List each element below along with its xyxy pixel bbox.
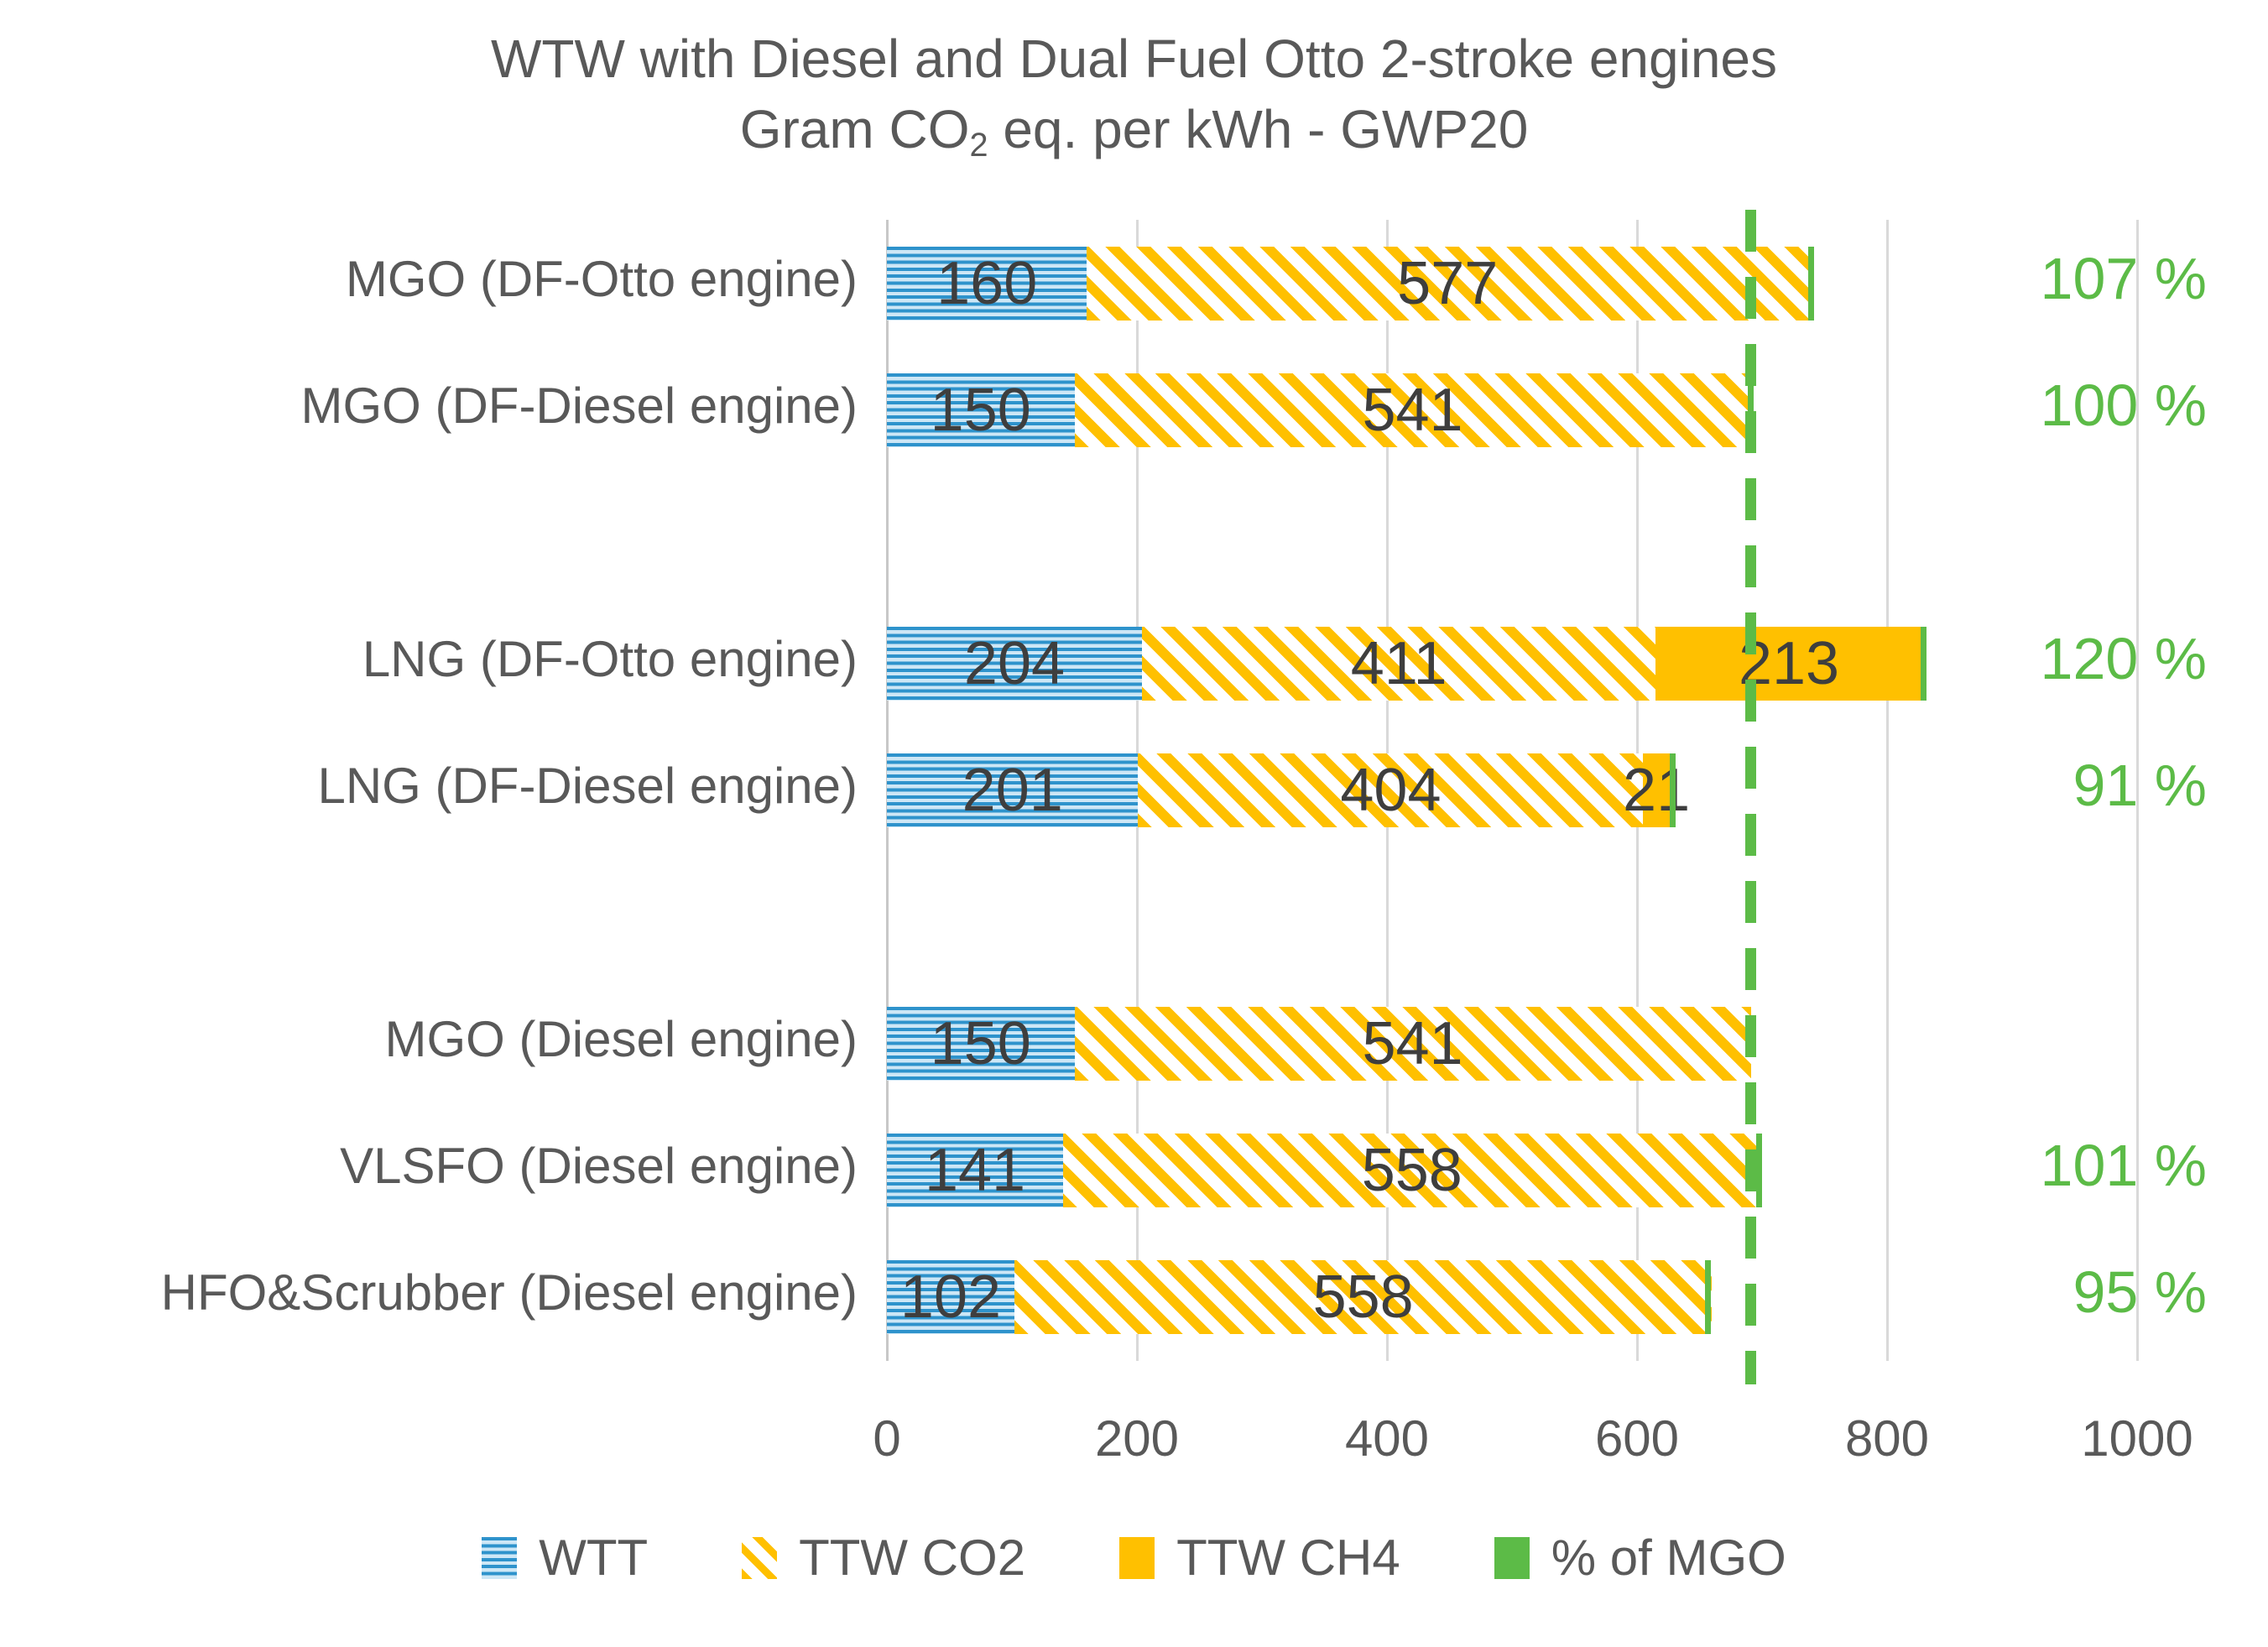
pct-of-mgo-marker bbox=[1921, 626, 1926, 701]
bar-segment-ttw-ch4: 21 bbox=[1623, 753, 1690, 827]
gridline-x-1000 bbox=[2135, 220, 2139, 1361]
pct-of-mgo-label: 107 % bbox=[2040, 245, 2207, 311]
legend-swatch-ch4-icon bbox=[1119, 1536, 1155, 1579]
x-axis-tick-label-0: 0 bbox=[873, 1410, 901, 1467]
bar-segment-wtt: 160 bbox=[887, 246, 1087, 321]
pct-of-mgo-marker bbox=[1670, 753, 1676, 827]
chart-title: WTW with Diesel and Dual Fuel Otto 2-str… bbox=[0, 23, 2268, 168]
legend-label: TTW CH4 bbox=[1176, 1530, 1400, 1586]
subscript-2: 2 bbox=[969, 127, 988, 164]
legend-item-wtt: WTT bbox=[482, 1529, 648, 1587]
bar-segment-ttw-co2: 404 bbox=[1138, 753, 1644, 827]
bar-segment-ttw-ch4: 213 bbox=[1655, 626, 1922, 701]
legend-item-co2: TTW CO2 bbox=[742, 1529, 1025, 1587]
category-label: HFO&Scrubber (Diesel engine) bbox=[160, 1264, 858, 1321]
gridline-x-800 bbox=[1885, 220, 1889, 1361]
bar-segment-ttw-co2: 558 bbox=[1014, 1260, 1713, 1335]
bar-segment-ttw-co2: 541 bbox=[1074, 1007, 1751, 1081]
bar-segment-wtt: 150 bbox=[887, 1007, 1075, 1081]
category-label: MGO (DF-Diesel engine) bbox=[300, 377, 858, 434]
x-axis-tick-label-800: 800 bbox=[1844, 1410, 1930, 1467]
chart-title-line1: WTW with Diesel and Dual Fuel Otto 2-str… bbox=[490, 29, 1778, 89]
legend-label: % of MGO bbox=[1551, 1530, 1786, 1586]
bar-segment-ttw-co2: 558 bbox=[1063, 1134, 1761, 1208]
bar-segment-wtt: 150 bbox=[887, 373, 1075, 447]
category-label: VLSFO (Diesel engine) bbox=[340, 1138, 858, 1195]
x-axis-tick-label-200: 200 bbox=[1094, 1410, 1180, 1467]
bar-row: 150 541 bbox=[887, 373, 1751, 447]
bar-segment-ttw-co2: 541 bbox=[1074, 373, 1751, 447]
bar-row: 102 558 bbox=[887, 1260, 1713, 1335]
pct-of-mgo-marker bbox=[1704, 1260, 1711, 1335]
bar-segment-ttw-co2: 411 bbox=[1141, 626, 1656, 701]
legend-swatch-wtt-icon bbox=[482, 1536, 518, 1579]
bar-row: 150 541 bbox=[887, 1007, 1751, 1081]
legend-swatch-pct-icon bbox=[1494, 1536, 1530, 1579]
pct-of-mgo-marker bbox=[1756, 1134, 1763, 1208]
bar-row: 141 558 bbox=[887, 1134, 1761, 1208]
bar-segment-wtt: 141 bbox=[887, 1134, 1064, 1208]
pct-of-mgo-label: 100 % bbox=[2040, 372, 2207, 438]
mgo-reference-dashed-line bbox=[1745, 210, 1757, 1384]
bar-segment-wtt: 201 bbox=[887, 753, 1139, 827]
legend-label: TTW CO2 bbox=[799, 1530, 1026, 1586]
bar-segment-wtt: 204 bbox=[887, 626, 1142, 701]
x-axis-tick-label-1000: 1000 bbox=[2081, 1410, 2193, 1467]
category-label: LNG (DF-Diesel engine) bbox=[317, 758, 858, 814]
pct-of-mgo-label: 120 % bbox=[2040, 625, 2207, 691]
bar-row: 204 411 213 bbox=[887, 626, 1922, 701]
bar-row: 201 404 21 bbox=[887, 753, 1690, 827]
pct-of-mgo-label: 91 % bbox=[2072, 753, 2207, 818]
chart-title-line2: Gram CO2 eq. per kWh - GWP20 bbox=[739, 99, 1529, 164]
x-axis-tick-label-600: 600 bbox=[1594, 1410, 1680, 1467]
bar-segment-wtt: 102 bbox=[887, 1260, 1014, 1335]
bar-row: 160 577 bbox=[887, 246, 1809, 321]
plot-area: 160 577 150 541 204 411 213 201 404 21 150 541 141 55… bbox=[885, 210, 2139, 1384]
bar-segment-ttw-co2: 577 bbox=[1087, 246, 1809, 321]
pct-of-mgo-label: 101 % bbox=[2040, 1133, 2207, 1199]
category-label: LNG (DF-Otto engine) bbox=[362, 630, 858, 687]
pct-of-mgo-label: 95 % bbox=[2072, 1259, 2207, 1326]
legend: WTT TTW CO2 TTW CH4 % of MGO bbox=[0, 1529, 2268, 1587]
legend-label: WTT bbox=[539, 1530, 649, 1586]
x-axis-tick-label-400: 400 bbox=[1344, 1410, 1430, 1467]
legend-item-pct: % of MGO bbox=[1494, 1529, 1786, 1587]
legend-swatch-co2-icon bbox=[742, 1536, 778, 1579]
category-label: MGO (Diesel engine) bbox=[384, 1011, 858, 1068]
legend-item-ch4: TTW CH4 bbox=[1119, 1529, 1400, 1587]
pct-of-mgo-marker bbox=[1808, 246, 1815, 321]
category-label: MGO (DF-Otto engine) bbox=[345, 250, 858, 307]
